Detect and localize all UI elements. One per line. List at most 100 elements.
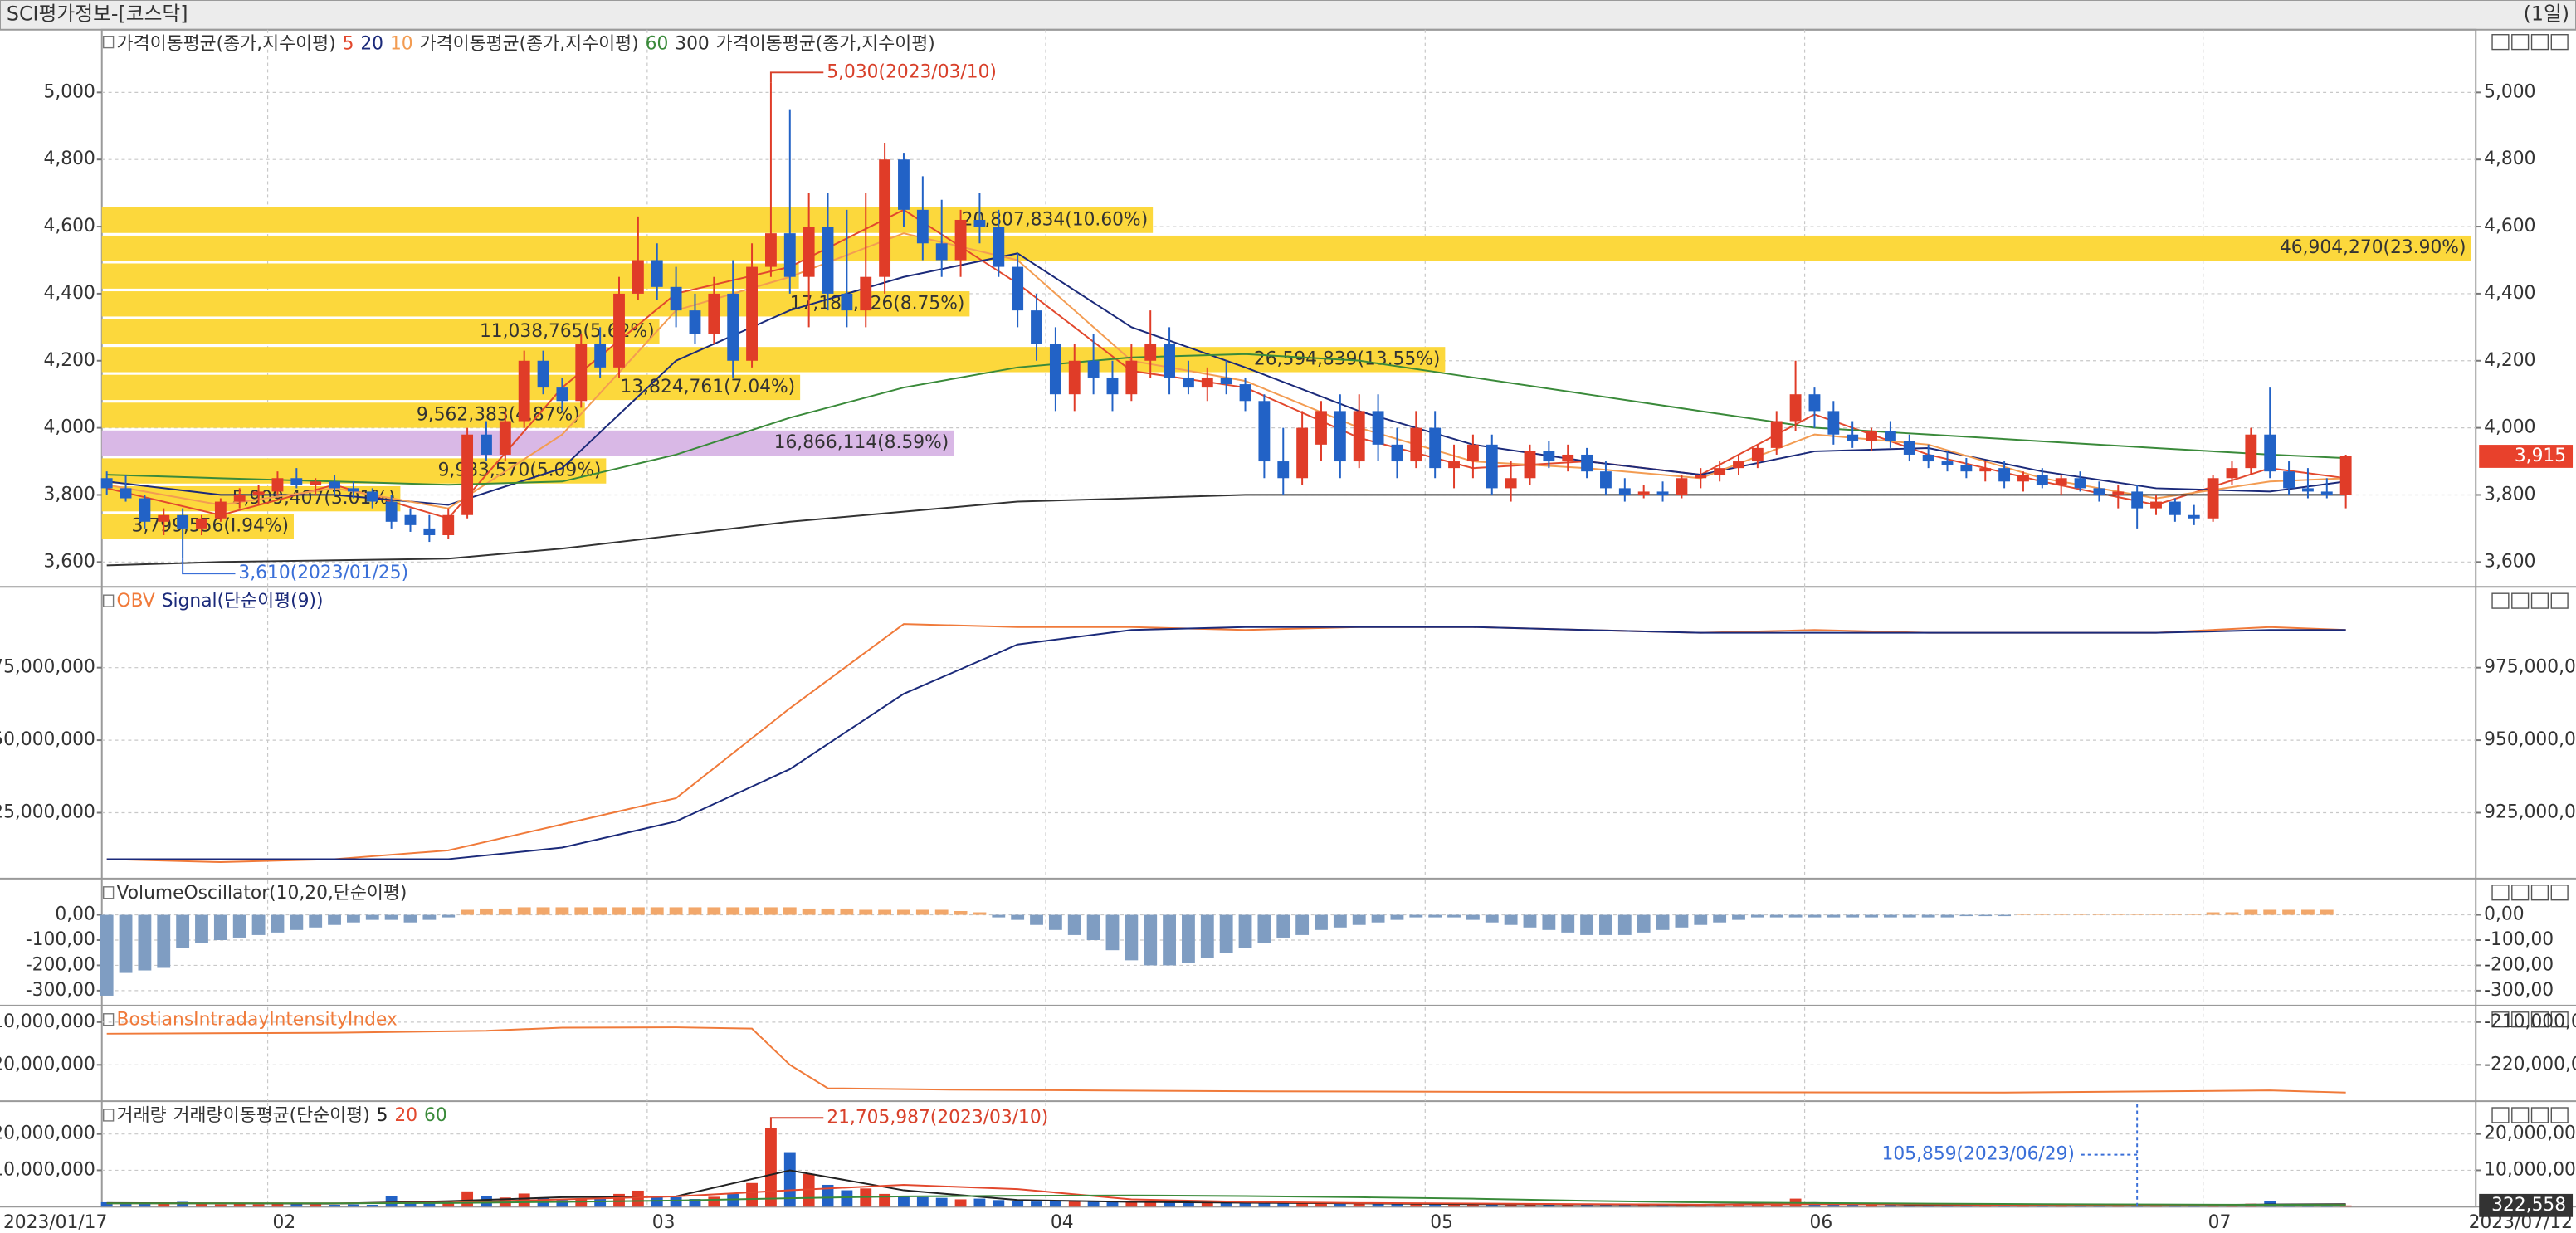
oscillator-bar xyxy=(1675,914,1689,928)
volume-bar xyxy=(954,1199,967,1207)
panel-button[interactable] xyxy=(2491,1011,2510,1028)
volume-bar xyxy=(1296,1202,1309,1207)
y-tick-label: 0,00 xyxy=(2484,904,2524,925)
oscillator-bar xyxy=(290,914,304,930)
panel-button[interactable] xyxy=(2530,885,2549,901)
candle-body xyxy=(1031,310,1042,344)
oscillator-bar xyxy=(1637,914,1651,933)
panel-button[interactable] xyxy=(2550,592,2569,609)
volume-bar xyxy=(1656,1205,1669,1207)
panel-button[interactable] xyxy=(2511,885,2530,901)
oscillator-bar xyxy=(1617,914,1632,935)
panel-icon xyxy=(103,36,115,49)
y-tick-label: 4,800 xyxy=(2484,149,2535,169)
candle-body xyxy=(1695,475,1707,479)
volume-bar xyxy=(1334,1202,1346,1207)
panel-button[interactable] xyxy=(2511,1107,2530,1123)
oscillator-bar xyxy=(119,914,133,973)
candle-body xyxy=(2093,488,2105,495)
panel-button[interactable] xyxy=(2550,34,2569,51)
annotation: 3,610(2023/01/25) xyxy=(238,563,408,583)
volume-bar xyxy=(1031,1201,1042,1207)
candle-body xyxy=(935,243,948,261)
candle-body xyxy=(1903,441,1915,455)
volume-profile-bar xyxy=(101,347,1446,373)
candle-body xyxy=(290,478,303,485)
oscillator-bar xyxy=(1428,914,1442,918)
candle-body xyxy=(139,498,151,522)
panel-button[interactable] xyxy=(2550,1011,2569,1028)
oscillator-bar xyxy=(309,914,323,928)
candle-body xyxy=(1960,465,1973,472)
volume-bar xyxy=(1258,1201,1271,1207)
panel-button[interactable] xyxy=(2530,34,2549,51)
panel-icon xyxy=(103,594,115,607)
annotation: 105,859(2023/06/29) xyxy=(1882,1144,2075,1165)
y-tick-label: 3,600 xyxy=(2484,551,2535,572)
y-tick-label: -200,00 xyxy=(2484,954,2554,975)
oscillator-bar xyxy=(1921,914,1935,918)
oscillator-bar xyxy=(1200,914,1214,958)
volume-bar xyxy=(2320,1205,2333,1207)
oscillator-bar xyxy=(915,909,929,915)
panel-button[interactable] xyxy=(2491,34,2510,51)
volume-bar xyxy=(1353,1202,1365,1207)
oscillator-bar xyxy=(2206,912,2220,915)
oscillator-bar xyxy=(2320,909,2334,915)
candle-body xyxy=(1486,444,1498,489)
panel-button[interactable] xyxy=(2530,592,2549,609)
panel-button[interactable] xyxy=(2491,1107,2510,1123)
volume-bar xyxy=(1733,1205,1744,1207)
oscillator-bar xyxy=(764,907,778,915)
legend-item: 300 xyxy=(675,34,710,55)
y-tick-label: -220,000,000 xyxy=(2484,1054,2576,1075)
volume-bar xyxy=(347,1204,359,1207)
legend-item: 60 xyxy=(646,34,669,55)
oscillator-bar xyxy=(403,914,417,923)
panel-button[interactable] xyxy=(2511,592,2530,609)
volume-bar xyxy=(1676,1205,1688,1207)
panel-button[interactable] xyxy=(2530,1011,2549,1028)
candle-body xyxy=(1866,431,1877,441)
oscillator-bar xyxy=(2092,914,2106,915)
x-tick-label: 07 xyxy=(2208,1212,2232,1233)
panel-button[interactable] xyxy=(2550,1107,2569,1123)
candle-body xyxy=(2302,488,2314,492)
candle-body xyxy=(1144,344,1157,361)
panel-button[interactable] xyxy=(2511,34,2530,51)
x-tick-label: 02 xyxy=(273,1212,296,1233)
candle-body xyxy=(442,514,455,535)
oscillator-bar xyxy=(1371,914,1385,923)
panel-button[interactable] xyxy=(2550,885,2569,901)
volume-profile-bar xyxy=(101,235,2471,261)
last-value-label: 322,558 xyxy=(2491,1195,2566,1216)
panel-button[interactable] xyxy=(2511,1011,2530,1028)
oscillator-bar xyxy=(1808,914,1822,918)
y-tick-label: 4,000 xyxy=(2484,417,2535,438)
oscillator-bar xyxy=(954,910,968,915)
oscillator-bar xyxy=(2035,914,2049,915)
oscillator-bar xyxy=(1694,914,1708,925)
volume-profile-bar xyxy=(101,458,607,484)
candle-body xyxy=(100,478,113,489)
candle-body xyxy=(783,233,796,277)
volume-bar xyxy=(1410,1203,1422,1207)
volume-bar xyxy=(1125,1201,1138,1207)
panel-button[interactable] xyxy=(2491,592,2510,609)
volume-bar xyxy=(1866,1205,1877,1207)
period[interactable]: (1일) xyxy=(2524,2,2569,25)
legend: OBV Signal(단순이평(9)) xyxy=(117,591,324,612)
oscillator-bar xyxy=(346,914,360,923)
candle-body xyxy=(385,501,398,522)
y-tick-label: 4,200 xyxy=(2484,350,2535,371)
volume-bar xyxy=(1012,1201,1024,1207)
candle-body xyxy=(2207,478,2219,519)
legend-item: 거래량 xyxy=(117,1105,167,1126)
candle-body xyxy=(1448,461,1460,469)
candle-body xyxy=(1410,427,1422,462)
volume-bar xyxy=(1751,1204,1764,1207)
volume-bar xyxy=(1808,1203,1821,1207)
oscillator-bar xyxy=(612,907,626,915)
panel-button[interactable] xyxy=(2530,1107,2549,1123)
panel-button[interactable] xyxy=(2491,885,2510,901)
